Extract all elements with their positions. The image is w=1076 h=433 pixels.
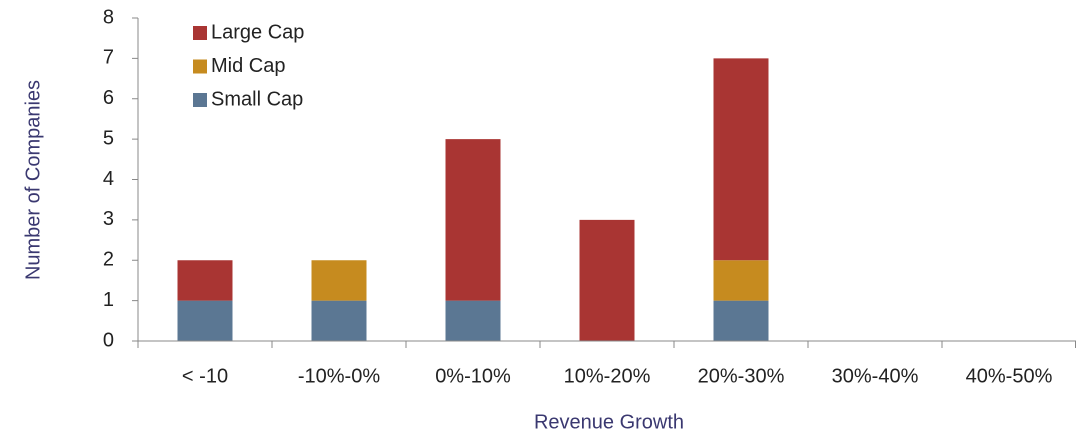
bar-segment bbox=[445, 139, 501, 301]
legend-swatch bbox=[193, 26, 207, 40]
y-axis-title: Number of Companies bbox=[22, 80, 44, 280]
bar-segment bbox=[177, 260, 233, 301]
bar-segment bbox=[311, 300, 367, 341]
legend-swatch bbox=[193, 59, 207, 74]
bar-segment bbox=[579, 219, 635, 341]
y-tick-label: 3 bbox=[103, 208, 114, 230]
x-tick-label: -10%-0% bbox=[298, 365, 380, 387]
x-axis-title: Revenue Growth bbox=[534, 411, 684, 433]
x-tick-label: 10%-20% bbox=[564, 365, 651, 387]
y-tick-label: 7 bbox=[103, 47, 114, 69]
bar-segment bbox=[445, 300, 501, 341]
y-tick-label: 0 bbox=[103, 329, 114, 351]
y-tick-label: 4 bbox=[103, 168, 114, 190]
bar-segment bbox=[177, 300, 233, 341]
bar-segment bbox=[713, 260, 769, 301]
legend-label: Small Cap bbox=[211, 88, 303, 110]
legend-swatch bbox=[193, 93, 207, 107]
x-tick-label: 20%-30% bbox=[698, 365, 785, 387]
y-tick-label: 2 bbox=[103, 249, 114, 271]
bar-segment bbox=[713, 58, 769, 261]
bar-segment bbox=[713, 300, 769, 341]
x-tick-label: 40%-50% bbox=[966, 365, 1053, 387]
legend-label: Large Cap bbox=[211, 21, 304, 43]
y-tick-label: 5 bbox=[103, 127, 114, 149]
x-tick-label: < -10 bbox=[182, 365, 228, 387]
legend-label: Mid Cap bbox=[211, 55, 285, 77]
x-tick-label: 30%-40% bbox=[832, 365, 919, 387]
y-tick-label: 1 bbox=[103, 289, 114, 311]
x-tick-label: 0%-10% bbox=[435, 365, 511, 387]
y-tick-label: 6 bbox=[103, 87, 114, 109]
y-tick-label: 8 bbox=[103, 6, 114, 28]
bar-segment bbox=[311, 260, 367, 301]
